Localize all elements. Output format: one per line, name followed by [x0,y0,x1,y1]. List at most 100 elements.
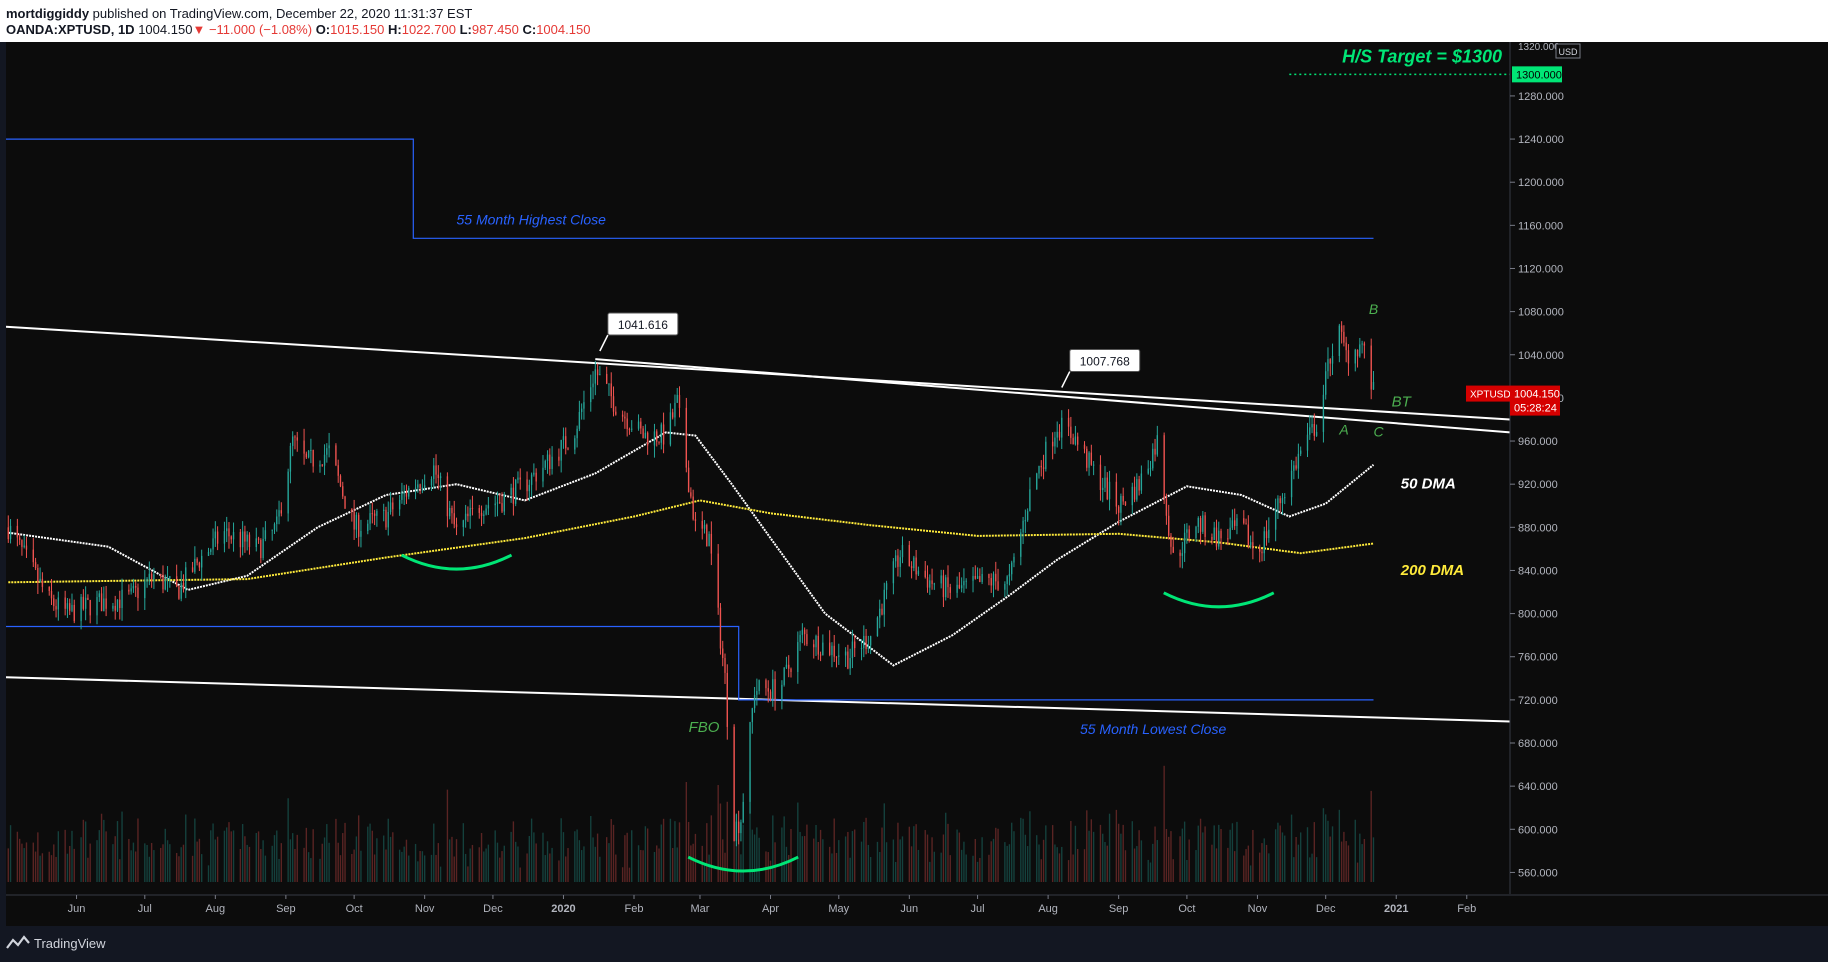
candle-body [39,578,41,582]
peak-1-box [607,312,679,336]
candle-body [885,583,888,590]
volume-bar [694,833,697,882]
volume-bar [1026,846,1029,882]
label-fbo: FBO [689,719,720,736]
candle-body [979,576,981,583]
volume-bar [398,849,401,882]
candle-body [560,440,562,461]
volume-bar [210,830,212,882]
price-badge-value: 1004.150 [1514,389,1560,401]
volume-bar [567,848,569,882]
publish-line: mortdiggiddy published on TradingView.co… [6,6,472,21]
candle-body [53,598,55,607]
volume-bar [451,836,453,882]
tradingview-logo-icon[interactable] [6,934,30,952]
candle-body [1022,520,1024,533]
candle-body [908,545,910,567]
candle-body [423,485,426,488]
candle-body [1077,436,1079,445]
candle-body [785,664,788,668]
volume-bar [1058,853,1061,882]
volume-bar [182,844,185,882]
volume-bar [1006,845,1008,882]
label-a: A [1338,422,1348,438]
volume-bar [1186,860,1188,882]
x-tick-label: Oct [346,903,363,915]
candle-body [687,467,690,493]
candle-body [119,599,121,608]
candle-body [917,570,920,575]
candle-body [303,440,305,454]
candle-body [244,531,246,542]
volume-bar [945,812,947,882]
candle-body [990,578,992,586]
candle-body [615,411,617,415]
candle-body [248,534,251,548]
y-tick-label: 1080.000 [1518,307,1564,319]
axes[interactable]: 560.000 600.000 640.000 680.000 720.000 760.0… [6,42,1828,926]
candle-body [419,484,421,488]
candle-body [1265,531,1268,539]
candle-body [369,513,371,524]
tradingview-brand[interactable]: TradingView [34,936,106,951]
symbol-interval[interactable]: OANDA:XPTUSD, 1D [6,22,135,37]
price-chart[interactable]: 55 Month Highest Close 55 Month Lowest Cl… [6,42,1828,926]
candle-body [653,431,656,446]
volume-bar [894,861,897,882]
candle-body [1092,464,1095,466]
candle-body [1218,530,1220,547]
y-tick-label: 800.000 [1518,609,1558,621]
candle-body [128,589,130,592]
volume-bar [765,851,767,882]
volume-bar [146,844,148,882]
x-tick-label: Nov [1248,903,1268,915]
candle-body [606,373,608,384]
volume-bar [449,839,451,882]
volume-bar [50,855,53,882]
volume-bar [7,848,9,882]
volume-bar [815,824,817,882]
volume-bar [271,845,273,882]
candle-body [319,464,321,467]
volume-bar [389,836,392,882]
candle-body [100,593,103,612]
candle-body [499,502,501,504]
symbol-badge [1466,385,1510,402]
volume-bar [828,846,831,882]
candle-body [164,580,166,590]
author-name[interactable]: mortdiggiddy [6,6,90,21]
volume-bar [169,844,171,882]
candle-body [1147,468,1149,474]
annotation-lines [6,73,1511,723]
candle-body [439,476,442,479]
candle-body [1295,465,1297,469]
candle-body [1331,355,1334,364]
volume-bar [226,827,228,882]
candle-body [430,478,433,486]
volume-bar [344,822,346,882]
candle-body [881,608,883,615]
candle-body [835,656,838,658]
volume-bar [1363,838,1366,882]
volume-bar [947,823,949,882]
volume-bar [1343,831,1345,882]
chart-area[interactable]: 55 Month Highest Close 55 Month Lowest Cl… [6,42,1828,938]
candle-body [533,472,535,475]
price-badge [1510,385,1560,416]
x-tick-label: Dec [1316,903,1336,915]
candle-body [323,454,326,466]
candle-body [988,573,990,579]
candle-body [940,575,942,584]
volume-bar [114,836,116,882]
candle-body [103,598,105,612]
volume-bar [646,828,649,882]
candle-body [965,580,967,582]
moving-averages [8,431,1375,667]
candle-body [819,654,822,656]
candle-body [433,465,435,479]
volume-bar [1172,859,1174,882]
candle-body [326,448,328,455]
candle-body [674,402,676,418]
candle-body [658,441,660,443]
candle-body [137,587,139,599]
